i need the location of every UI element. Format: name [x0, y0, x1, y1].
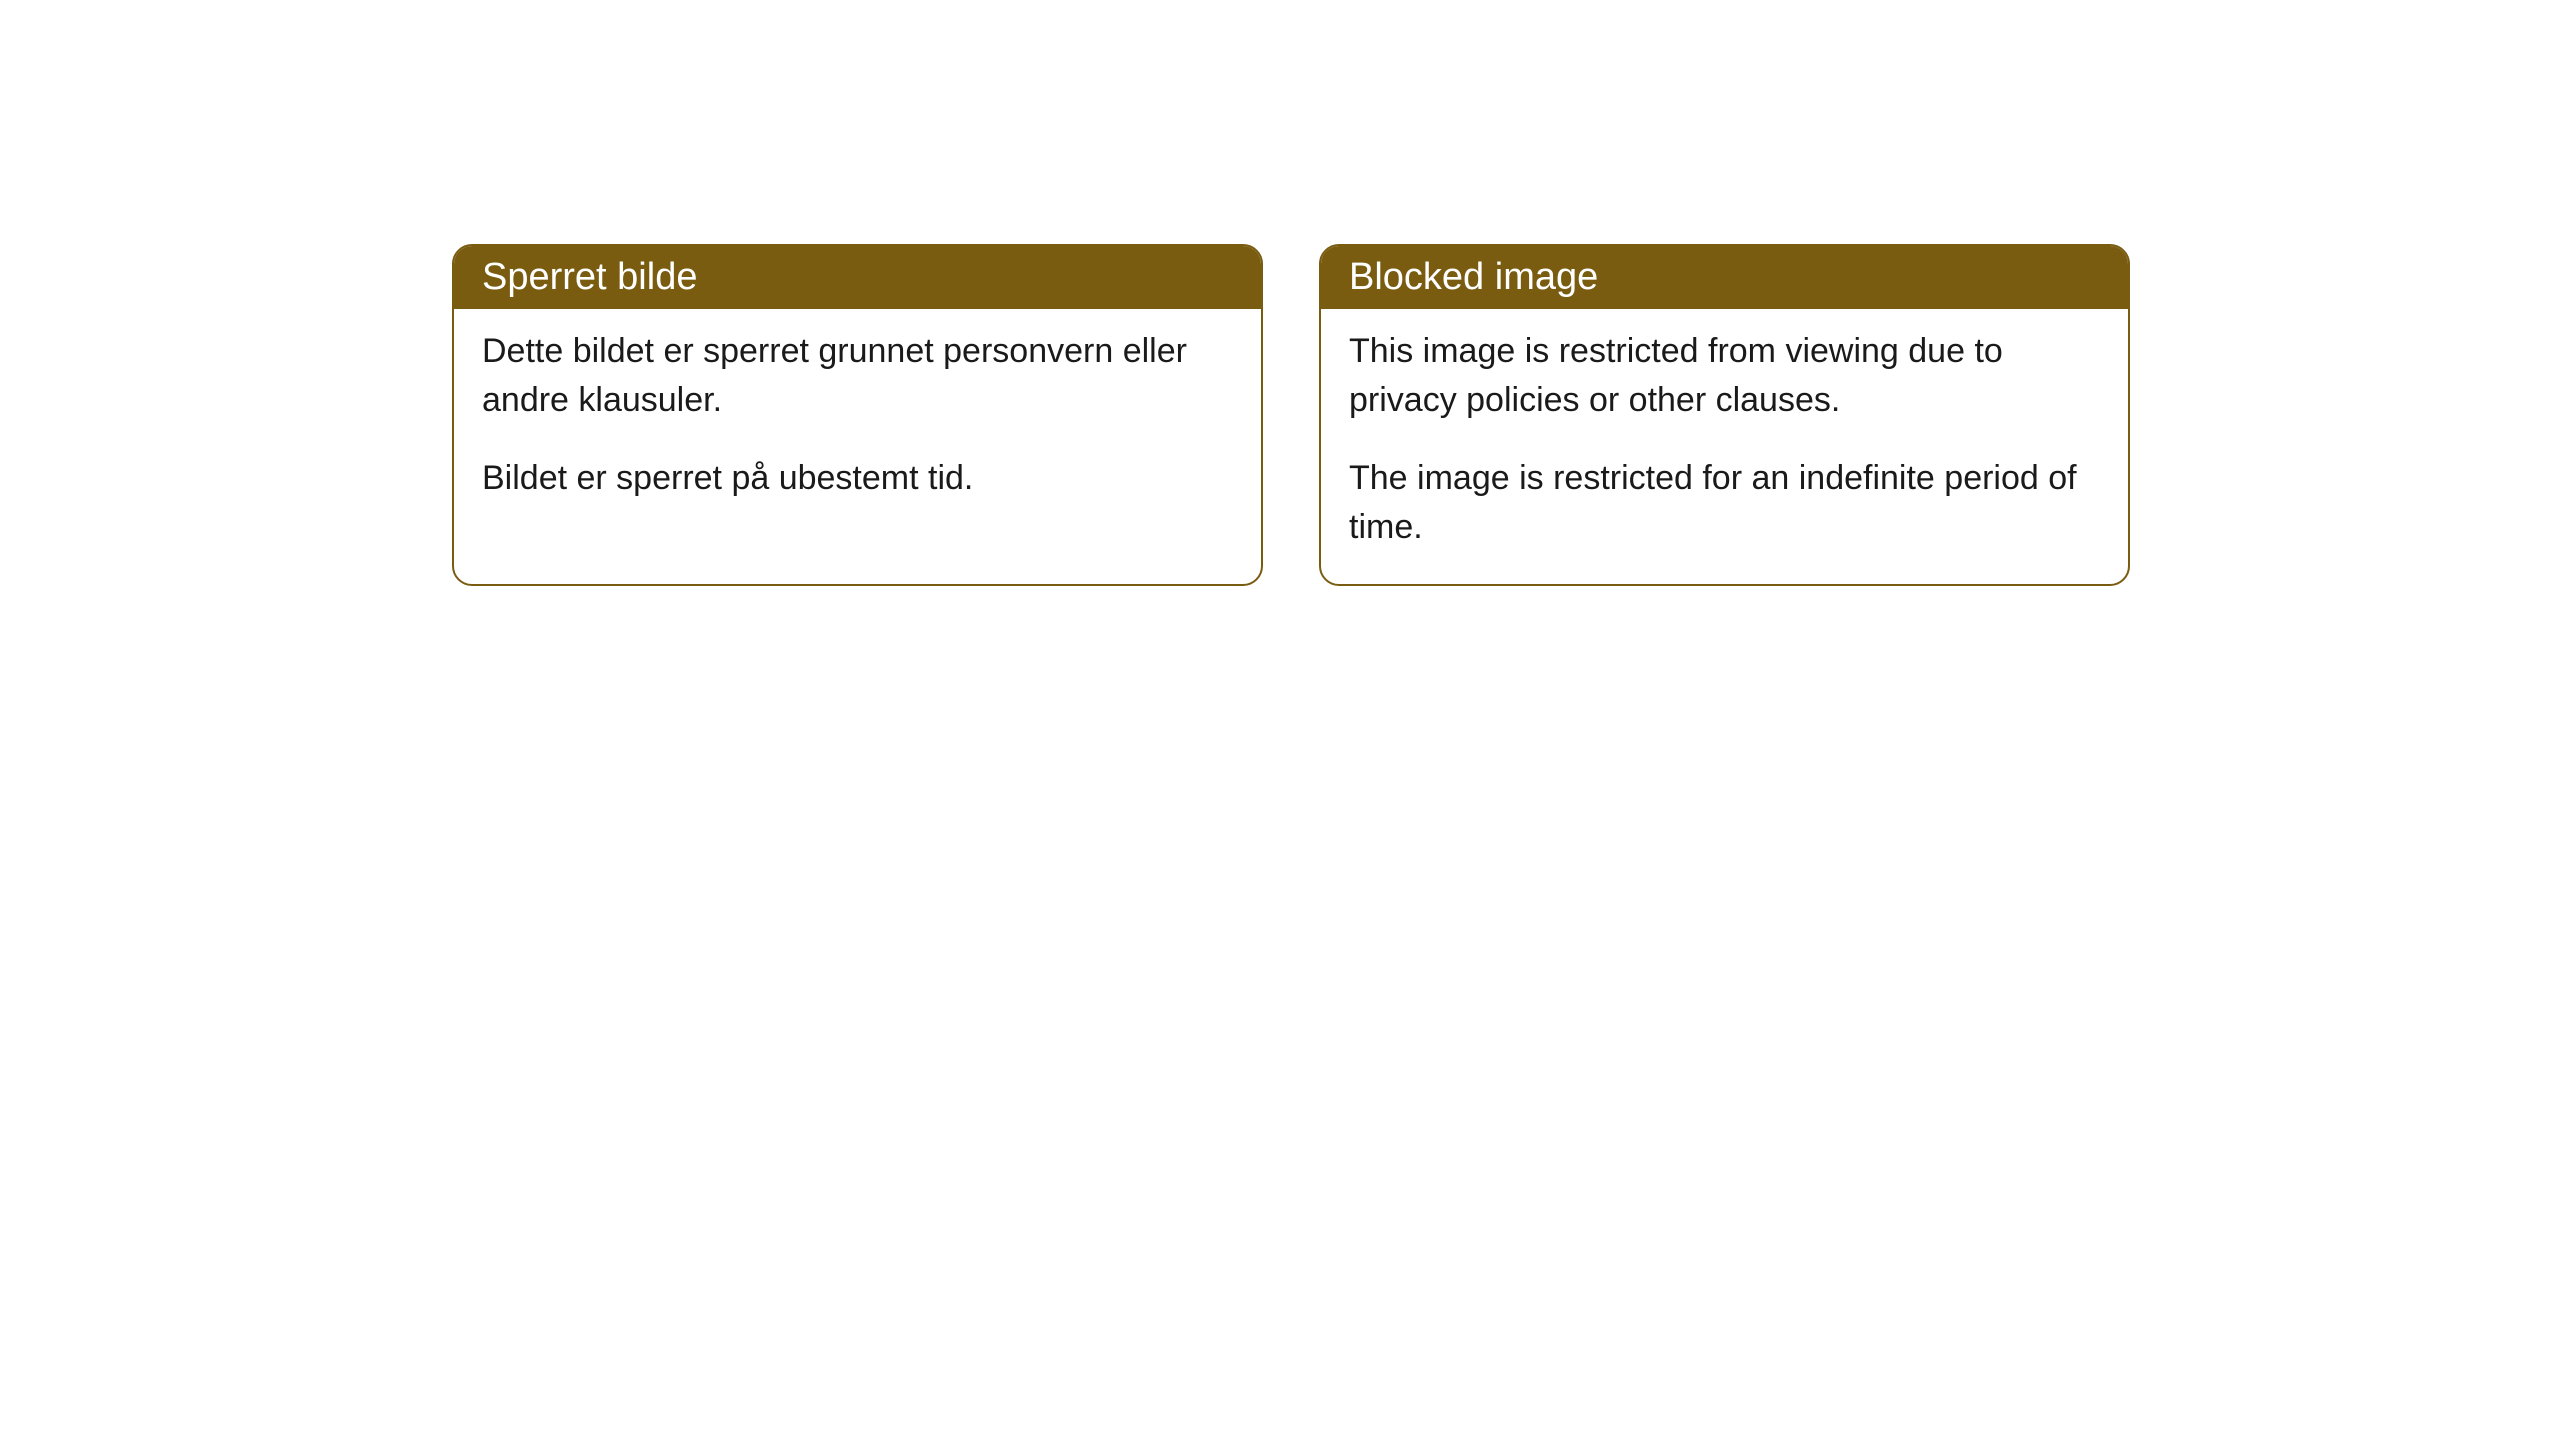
card-header: Sperret bilde	[454, 246, 1261, 309]
card-title: Blocked image	[1349, 256, 1598, 298]
card-paragraph: The image is restricted for an indefinit…	[1349, 454, 2100, 553]
card-paragraph: This image is restricted from viewing du…	[1349, 327, 2100, 426]
notice-cards-container: Sperret bilde Dette bildet er sperret gr…	[452, 244, 2130, 586]
notice-card-english: Blocked image This image is restricted f…	[1319, 244, 2130, 586]
card-body: Dette bildet er sperret grunnet personve…	[454, 309, 1261, 535]
card-paragraph: Bildet er sperret på ubestemt tid.	[482, 454, 1233, 503]
card-title: Sperret bilde	[482, 256, 697, 298]
card-paragraph: Dette bildet er sperret grunnet personve…	[482, 327, 1233, 426]
notice-card-norwegian: Sperret bilde Dette bildet er sperret gr…	[452, 244, 1263, 586]
card-header: Blocked image	[1321, 246, 2128, 309]
card-body: This image is restricted from viewing du…	[1321, 309, 2128, 584]
